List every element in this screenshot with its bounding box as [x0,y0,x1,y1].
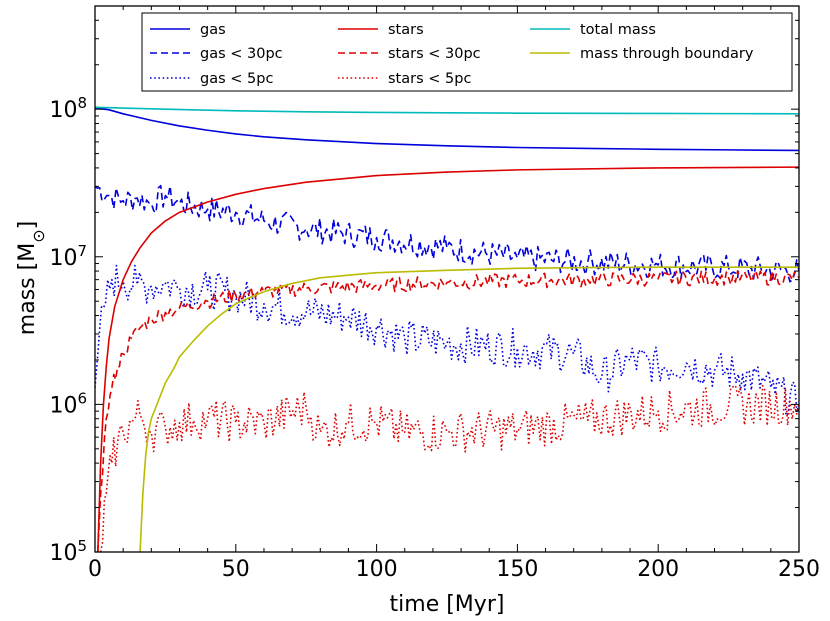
plot-area [95,106,799,552]
series-line-6 [95,106,799,115]
y-tick-label: 107 [49,242,87,271]
y-tick-label: 108 [49,94,87,123]
legend-label: gas [200,22,226,38]
plot-frame [94,5,800,553]
series-layer [95,106,799,552]
series-line-7 [139,266,799,552]
series-line-3 [97,166,799,552]
legend-label: stars < 30pc [388,46,481,62]
x-tick-label: 200 [637,557,679,582]
series-line-4 [97,269,799,552]
legend-label: gas < 5pc [200,71,273,87]
x-tick-label: 0 [88,557,102,582]
y-tick-label: 105 [49,537,87,566]
legend-box [141,12,793,92]
y-axis-label: mass [M⊙] [15,221,48,335]
legend-label: gas < 30pc [200,46,283,62]
x-tick-label: 150 [496,557,538,582]
x-tick-label: 100 [356,557,398,582]
series-line-0 [95,107,799,152]
x-tick-label: 250 [778,557,820,582]
legend: gas gas < 30pc gas < 5pc stars stars < 30pc s… [141,12,793,92]
legend-label: stars [388,22,424,38]
legend-label: stars < 5pc [388,71,471,87]
y-tick-label: 106 [49,389,87,418]
series-line-1 [95,184,799,283]
x-axis-label: time [Myr] [390,592,505,617]
series-line-5 [99,384,799,552]
x-tick-label: 50 [222,557,250,582]
axis-ticks: 0 50 100 150 200 250 105 106 107 108 [49,5,820,582]
legend-label: total mass [580,22,656,38]
series-line-2 [95,264,799,417]
legend-label: mass through boundary [580,46,754,62]
